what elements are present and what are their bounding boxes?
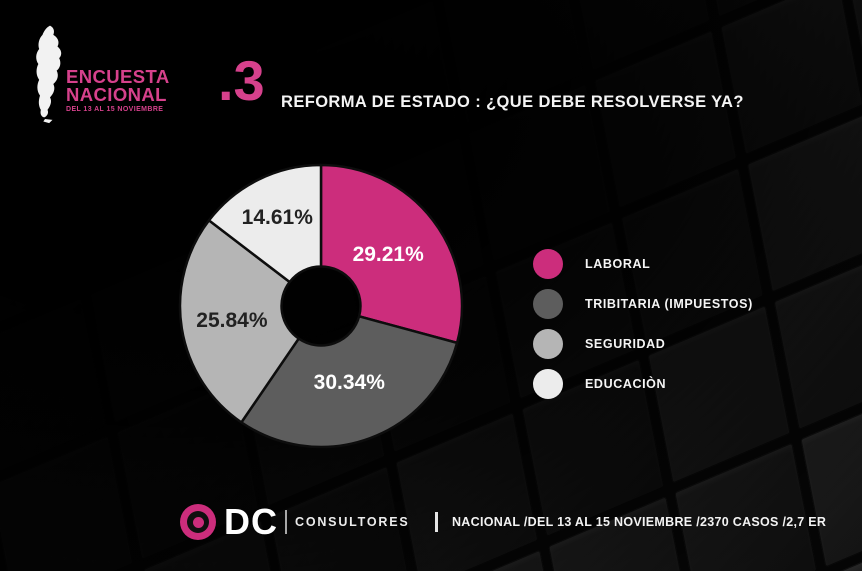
dc-logo-inner-ring: [187, 511, 209, 533]
dc-logo-dot: [192, 516, 204, 528]
brand-block: ENCUESTA NACIONAL DEL 13 AL 15 NOVIEMBRE: [66, 66, 170, 113]
pie-slice-label-3: 14.61%: [242, 206, 314, 229]
legend-item-2: SEGURIDAD: [533, 329, 753, 359]
legend-swatch-icon: [533, 329, 563, 359]
brand-title-line1: ENCUESTA: [66, 66, 170, 87]
footer: DC CONSULTORES NACIONAL /DEL 13 AL 15 NO…: [180, 501, 826, 543]
section-number: .3: [218, 49, 265, 112]
pie-slice-label-2: 25.84%: [196, 309, 268, 332]
legend-label: EDUCACIÒN: [585, 377, 667, 391]
legend-item-1: TRIBITARIA (IMPUESTOS): [533, 289, 753, 319]
pie-slice-2: [178, 219, 300, 424]
legend-label: TRIBITARIA (IMPUESTOS): [585, 297, 753, 311]
brand-dates: DEL 13 AL 15 NOVIEMBRE: [66, 106, 164, 113]
logo-divider: [285, 510, 287, 534]
logo-text: DC: [224, 501, 278, 542]
footer-stats: NACIONAL /DEL 13 AL 15 NOVIEMBRE /2370 C…: [451, 515, 827, 529]
pie-slice-label-1: 30.34%: [314, 371, 386, 394]
pie-slice-1: [240, 315, 459, 449]
legend-item-0: LABORAL: [533, 249, 753, 279]
legend-item-3: EDUCACIÒN: [533, 369, 753, 399]
argentina-map-icon: [36, 25, 62, 124]
pie-slice-label-0: 29.21%: [353, 243, 425, 266]
legend-label: SEGURIDAD: [585, 337, 666, 351]
dc-logo-icon: [180, 504, 216, 540]
stats-separator: [435, 512, 438, 532]
pie-slice-3: [207, 163, 323, 284]
legend-swatch-icon: [533, 249, 563, 279]
page-title: REFORMA DE ESTADO : ¿QUE DEBE RESOLVERSE…: [281, 93, 744, 111]
legend-swatch-icon: [533, 289, 563, 319]
pie-slice-0: [319, 163, 464, 345]
brand-title-line2: NACIONAL: [66, 84, 167, 105]
logo-subtext: CONSULTORES: [295, 515, 410, 529]
legend-swatch-icon: [533, 369, 563, 399]
chart-legend: LABORAL TRIBITARIA (IMPUESTOS) SEGURIDAD ED…: [533, 249, 753, 409]
legend-label: LABORAL: [585, 257, 651, 271]
donut-chart: 29.21% 30.34% 25.84% 14.61%: [178, 163, 464, 449]
